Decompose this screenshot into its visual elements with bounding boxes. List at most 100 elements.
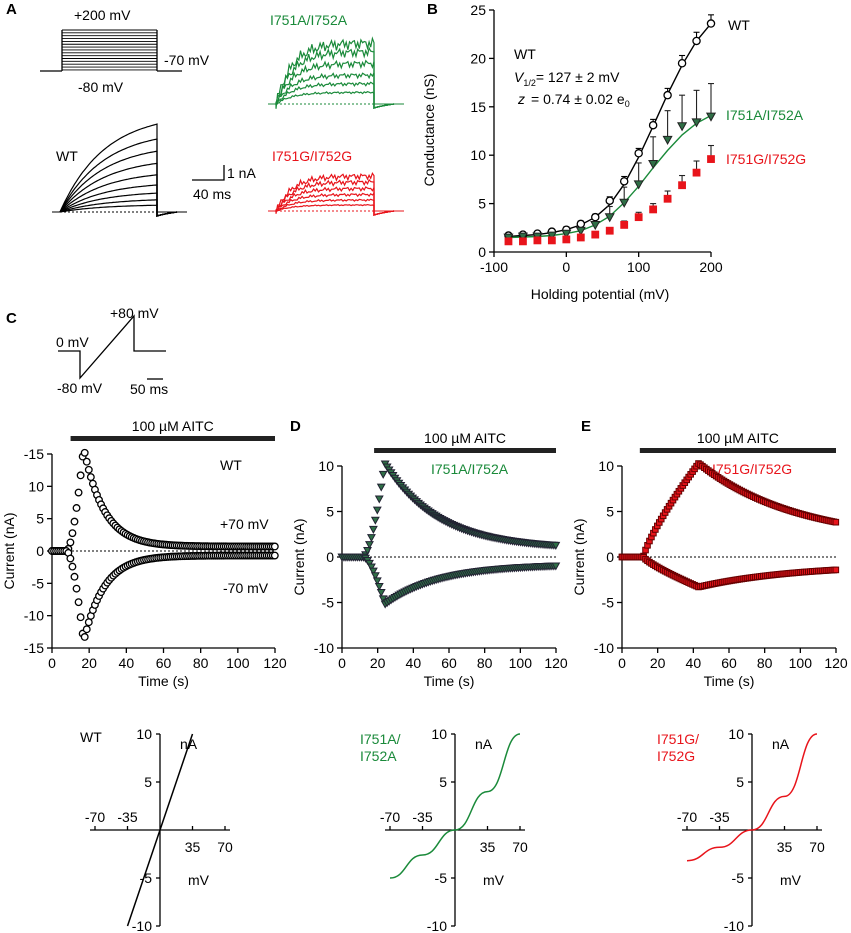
iv-ytick-label: 10: [136, 726, 152, 742]
ramp-protocol: 0 mV +80 mV -80 mV 50 ms: [56, 305, 168, 397]
tc-point-pos: [372, 506, 382, 515]
tc-ytick-label: 0: [36, 543, 44, 559]
wt-trace: [59, 184, 178, 217]
tc-ytick-label: 5: [606, 504, 614, 520]
gly-trace: [275, 171, 395, 216]
b-point-ala: [677, 122, 688, 132]
ramp-label-min: -80 mV: [57, 380, 103, 396]
gly-trace: [275, 203, 395, 216]
tc-xtick-label: 40: [406, 655, 422, 671]
protocol-label-top: +200 mV: [74, 7, 131, 23]
scale-bar: 1 nA 40 ms: [192, 165, 256, 202]
b-annot-z-label: z: [517, 91, 525, 107]
c-label-wt: WT: [220, 457, 242, 473]
tc-xtick-label: 20: [81, 655, 97, 671]
tc-point-pos: [378, 470, 388, 479]
tc-point-pos: [72, 504, 81, 512]
tc-point-neg: [551, 562, 561, 571]
iv-ytick-label: -10: [132, 918, 152, 933]
b-point-wt: [706, 19, 716, 28]
tc-xtick-label: 120: [544, 655, 568, 671]
tc-ytick-label: -5: [322, 595, 335, 611]
ramp-protocol-trace: [58, 314, 166, 380]
ala-trace: [275, 72, 395, 109]
b-point-ala: [633, 180, 644, 190]
b-xtick-label: 200: [699, 259, 723, 275]
tc-ytick-label: 10: [28, 478, 44, 494]
ala-trace: [275, 59, 395, 109]
gly-trace: [275, 186, 395, 216]
iv-ylabel: nA: [475, 736, 493, 752]
iv-ytick-label: 10: [431, 726, 447, 742]
b-point-wt: [648, 120, 658, 130]
b-ytick-label: 10: [470, 147, 486, 163]
b-point-gly: [576, 233, 585, 242]
b-point-wt: [677, 58, 687, 68]
b-point-gly: [620, 220, 629, 229]
tc-xtick-label: 60: [721, 655, 737, 671]
tc-point-neg: [66, 554, 75, 563]
b-xtick-label: 100: [627, 259, 651, 275]
tc-ytick-label: -15: [24, 640, 44, 656]
protocol-label-bottom: -80 mV: [78, 79, 124, 95]
b-point-gly: [634, 213, 643, 222]
protocol-label-right: -70 mV: [164, 52, 210, 68]
b-point-wt: [605, 196, 614, 205]
iv-ytick-label: 5: [144, 774, 152, 790]
b-annot-v-value: = 127 ± 2 mV: [536, 69, 620, 85]
b-annot-z: z = 0.74 ± 0.02 e0: [517, 91, 630, 109]
panel-a: +200 mV -70 mV -80 mV WT I751A/I752A I75…: [40, 7, 404, 217]
tc-point-pos: [80, 448, 89, 457]
iv-curve: [126, 733, 194, 927]
tc-point-neg: [84, 618, 93, 627]
iv-ylabel: nA: [772, 736, 790, 752]
tc-xtick-label: 60: [156, 655, 172, 671]
b-legend-ala: I751A/I752A: [726, 107, 804, 123]
b-point-ala: [561, 229, 572, 239]
tc-ytick-label: -10: [594, 640, 614, 656]
tc-point-pos: [551, 541, 561, 550]
b-point-ala: [662, 135, 673, 145]
ala-trace: [275, 36, 395, 109]
tc-ylabel: Current (nA): [291, 518, 307, 595]
iv-curve: [389, 733, 521, 879]
b-xlabel: Holding potential (mV): [531, 286, 670, 302]
wt-trace: [59, 123, 178, 217]
tc-point-pos: [270, 542, 279, 551]
tc-ytick-label: 5: [326, 504, 334, 520]
tc-point-pos: [66, 538, 75, 547]
scale-bar-lines: [192, 165, 225, 181]
b-point-gly: [591, 230, 600, 239]
tc-xtick-label: 80: [477, 655, 493, 671]
b-annot-v: V1/2= 127 ± 2 mV: [514, 69, 620, 88]
tc-aitc-label: 100 µM AITC: [424, 430, 506, 446]
tc-point-neg: [82, 625, 91, 634]
tc-xtick-label: 0: [618, 655, 626, 671]
ramp-label-peak: +80 mV: [110, 305, 159, 321]
b-point-gly: [649, 205, 658, 214]
panel-label-c: C: [6, 310, 17, 327]
wt-trace: [59, 162, 178, 217]
iv-xlabel: mV: [780, 872, 802, 888]
tc-ytick-label: -5: [32, 575, 45, 591]
b-point-wt: [619, 177, 629, 186]
tc-point-neg: [372, 577, 382, 586]
tc-ytick-label: -5: [602, 595, 615, 611]
iv-ytick-label: -10: [427, 918, 447, 933]
b-xtick-label: 0: [562, 259, 570, 275]
tc-point-pos: [86, 473, 95, 482]
iv-xtick-label: -35: [117, 809, 137, 825]
b-point-ala: [575, 226, 586, 236]
iv-ytick-label: 5: [439, 774, 447, 790]
tc-xtick-label: 120: [263, 655, 287, 671]
iv-ala-label-2: I752A: [360, 748, 397, 764]
tc-point-pos: [368, 525, 378, 534]
b-annot-z-value: = 0.74 ± 0.02 e: [531, 91, 625, 107]
ramp-scale-label: 50 ms: [130, 381, 168, 397]
iv-curve: [686, 733, 818, 862]
tc-point-pos: [82, 457, 91, 466]
tc-xtick-label: 0: [48, 655, 56, 671]
iv-xtick-label: 35: [480, 839, 496, 855]
